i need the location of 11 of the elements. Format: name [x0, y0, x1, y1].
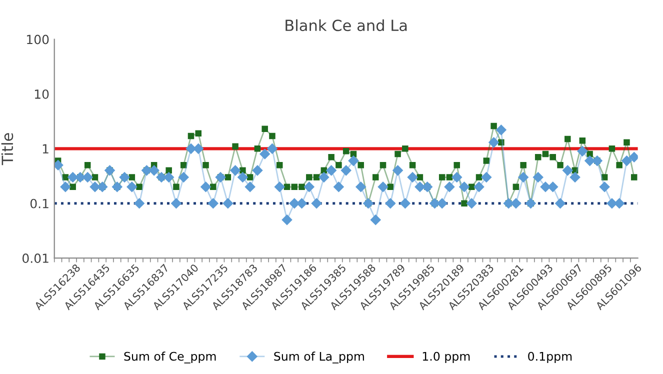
y-tick-label: 10: [34, 89, 49, 99]
y-tick-label: 1: [42, 144, 48, 154]
y-tick-label: 0.01: [22, 254, 48, 263]
y-axis-title: Title: [1, 133, 14, 166]
y-tick-label: 100: [27, 34, 49, 44]
legend-label: 0.1ppm: [528, 352, 572, 364]
legend-label: Sum of La_ppm: [274, 352, 364, 364]
legend-label: Sum of Ce_ppm: [124, 352, 216, 364]
legend-label: 1.0 ppm: [422, 352, 470, 364]
chart-title: Blank Ce and La: [286, 19, 407, 32]
y-tick-label: 0.1: [30, 198, 48, 208]
